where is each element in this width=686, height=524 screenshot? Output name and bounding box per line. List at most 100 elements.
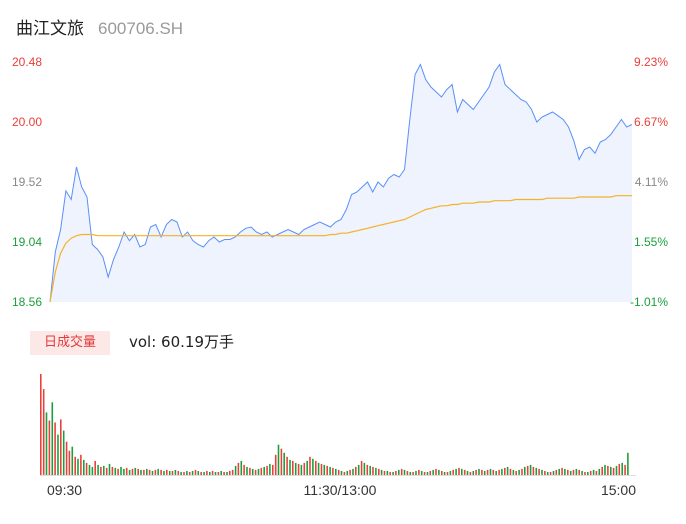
volume-bar [171, 471, 174, 475]
volume-bar [194, 469, 197, 475]
volume-bar [357, 464, 360, 475]
volume-bar [452, 469, 454, 475]
volume-bar [532, 466, 535, 475]
volume-bar [589, 471, 592, 475]
volume-bar [349, 469, 351, 475]
volume-bar [117, 468, 119, 475]
volume-bar [312, 458, 314, 475]
volume-bar [346, 471, 349, 475]
volume-bar [426, 472, 429, 475]
volume-bar [128, 469, 131, 475]
volume-bar [188, 472, 191, 475]
volume-bar [237, 462, 240, 475]
volume-bar [555, 469, 558, 475]
volume-bar [481, 469, 483, 475]
volume-bar [578, 469, 580, 475]
volume-bar [478, 468, 480, 475]
volume-bar [160, 469, 162, 475]
volume-label: vol: 60.19万手 [129, 333, 234, 351]
volume-bar [501, 468, 503, 475]
volume-bar [360, 460, 363, 475]
volume-bar [558, 468, 560, 475]
volume-bar [466, 471, 469, 475]
volume-bar [249, 467, 251, 475]
volume-bar [240, 460, 243, 475]
volume-bar [378, 468, 380, 475]
volume-bar [326, 465, 328, 475]
volume-bar [337, 469, 340, 475]
volume-bar [441, 471, 443, 475]
volume-bar [283, 452, 285, 475]
volume-bar [435, 468, 437, 475]
volume-bar [243, 464, 245, 475]
volume-bar [524, 466, 526, 475]
volume-bar [627, 452, 629, 475]
average-line [49, 195, 632, 303]
volume-bar [375, 467, 377, 475]
volume-bar [581, 471, 583, 475]
volume-bar [546, 472, 549, 475]
volume-bar [389, 472, 391, 475]
volume-bar [541, 469, 543, 475]
volume-bar [584, 472, 586, 475]
volume-bar [455, 468, 457, 475]
volume-bar [174, 469, 177, 475]
volume-bar [418, 469, 420, 475]
volume-bar [91, 466, 94, 475]
volume-bar [592, 469, 595, 475]
volume-bar [143, 469, 145, 475]
volume-bar [206, 471, 208, 475]
volume-bar [469, 472, 472, 475]
volume-bar [272, 464, 274, 475]
volume-bar [71, 446, 74, 475]
volume-bar [65, 441, 68, 475]
volume-bar [231, 469, 234, 475]
volume-bar [211, 471, 214, 475]
x-tick-label: 09:30 [47, 482, 82, 498]
volume-bar [567, 469, 569, 475]
volume-bar [335, 468, 337, 475]
volume-bar [97, 464, 99, 475]
volume-bar [575, 468, 578, 475]
volume-bar [438, 469, 440, 475]
volume-bar [332, 467, 334, 475]
volume-bar [561, 467, 563, 475]
volume-bar [506, 466, 509, 475]
volume-bar [415, 471, 417, 475]
volume-bar [315, 460, 317, 475]
volume-bar [472, 471, 475, 475]
volume-bar [552, 471, 555, 475]
volume-bar [151, 471, 154, 475]
volume-bar [214, 472, 217, 475]
volume-bar [475, 469, 477, 475]
volume-bar [183, 472, 185, 475]
volume-bar [123, 468, 125, 475]
volume-bar [120, 466, 122, 475]
volume-bar [137, 468, 139, 475]
volume-bar [280, 448, 283, 475]
volume-bar [329, 466, 331, 475]
volume-bar [624, 464, 626, 475]
y-tick-left: 18.56 [12, 295, 42, 309]
volume-bar [612, 467, 615, 475]
volume-bar [621, 462, 623, 475]
volume-bar [369, 465, 371, 475]
volume-bar [148, 469, 151, 475]
volume-bar [352, 468, 354, 475]
volume-bar [51, 402, 54, 475]
volume-bar [598, 468, 601, 475]
volume-bar [383, 471, 386, 475]
volume-bar [269, 463, 271, 475]
volume-bar [372, 466, 374, 475]
volume-bar [395, 471, 397, 475]
volume-bar [449, 471, 452, 475]
price-area [50, 64, 632, 302]
x-tick-label: 15:00 [601, 482, 636, 498]
volume-bar [180, 472, 182, 475]
y-tick-right: -1.01% [630, 295, 668, 309]
y-tick-left: 20.00 [12, 115, 42, 129]
volume-bar [380, 469, 383, 475]
volume-bar [406, 471, 409, 475]
volume-bar [604, 464, 606, 475]
volume-bar [157, 468, 159, 475]
